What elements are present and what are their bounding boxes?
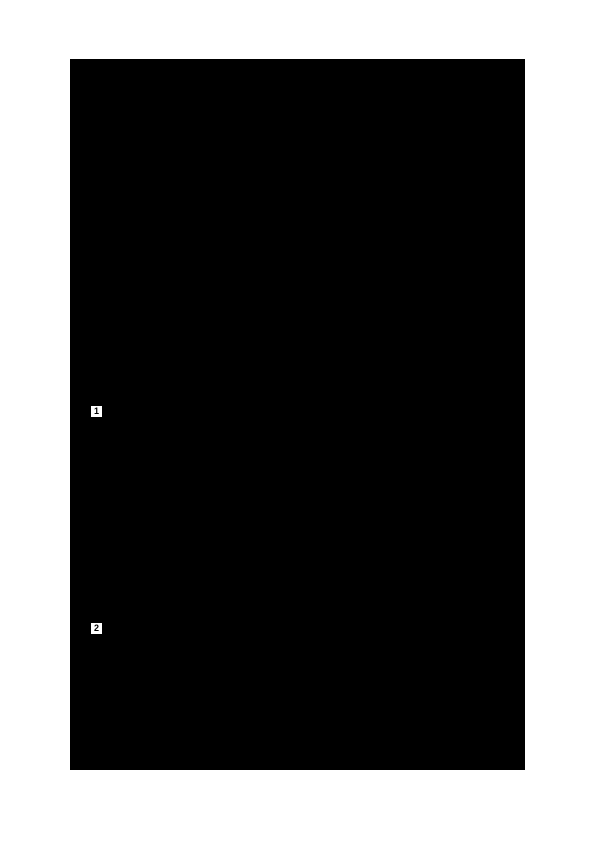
example-label-2: 例2 [79,619,103,635]
redacted-content-block [70,59,525,770]
example-number-box-2: 2 [90,622,103,635]
example-prefix-2: 例 [79,623,89,634]
example-label-1: 例1 [79,402,103,418]
example-prefix-1: 例 [79,406,89,417]
example-number-box-1: 1 [90,405,103,418]
